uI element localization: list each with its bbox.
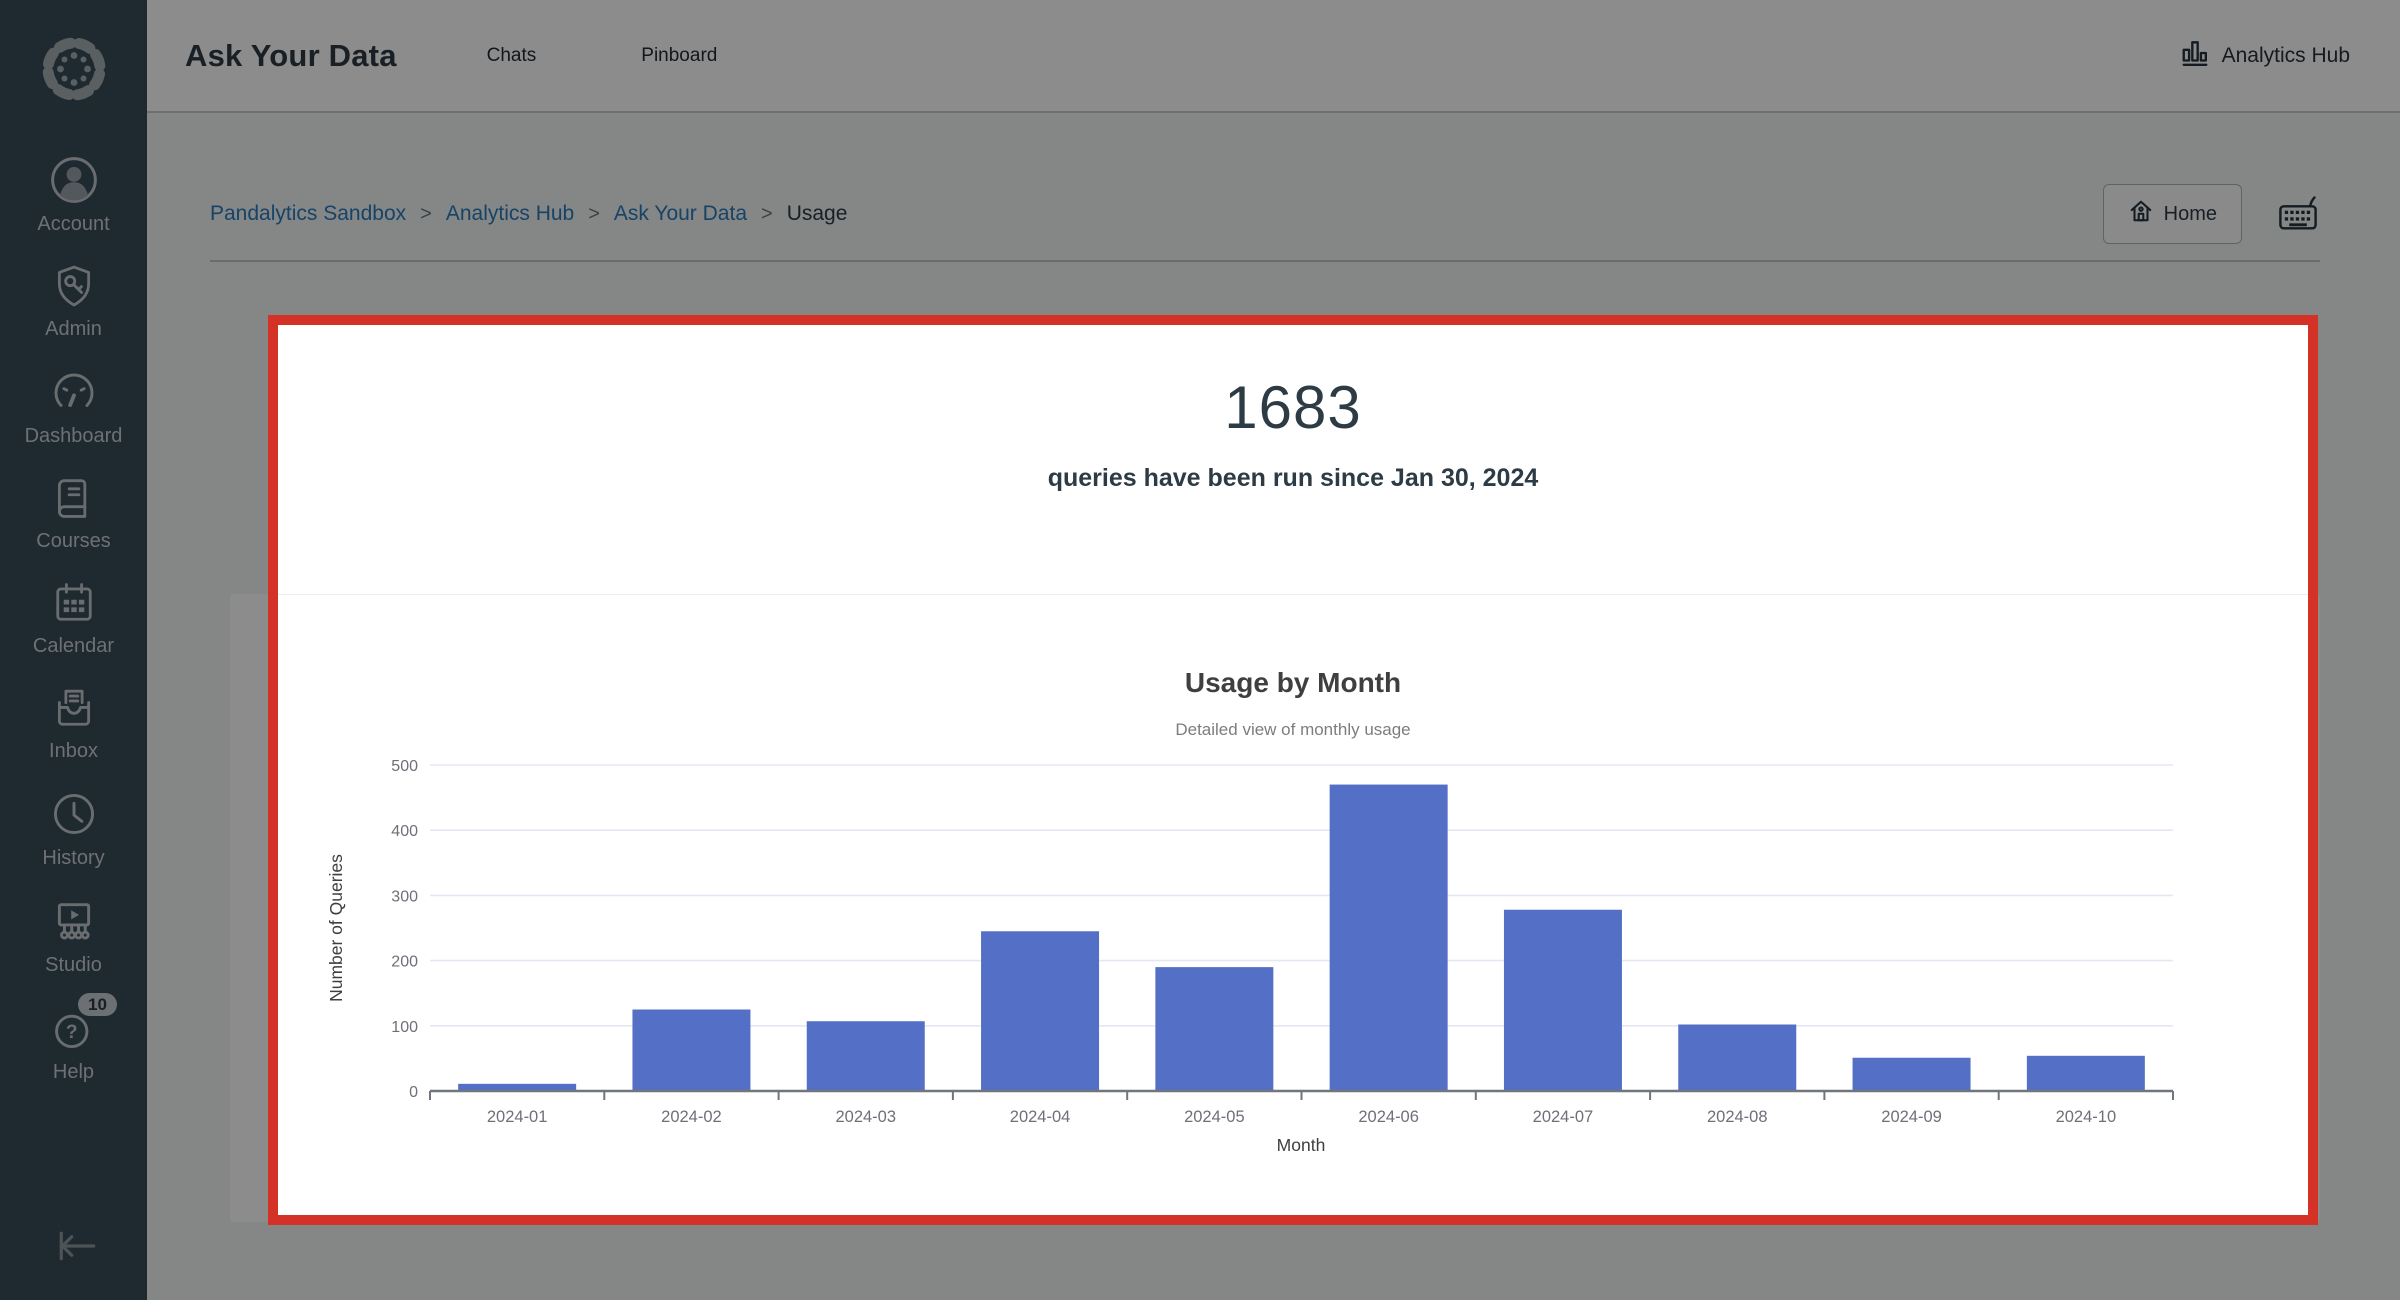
bar-2024-08 (1678, 1024, 1796, 1091)
y-tick-label: 0 (409, 1084, 418, 1101)
y-tick-label: 500 (391, 758, 418, 775)
usage-chart-section: Usage by Month Detailed view of monthly … (278, 594, 2308, 1152)
y-tick-label: 100 (391, 1019, 418, 1036)
x-tick-label: 2024-02 (661, 1108, 722, 1126)
x-tick-label: 2024-05 (1184, 1108, 1245, 1126)
x-tick-label: 2024-10 (2056, 1108, 2117, 1126)
chart-plot: 0 100 200 300 400 500 2024-01 2024-02 2024-03 202… (391, 758, 2173, 1126)
x-tick-label: 2024-03 (835, 1108, 896, 1126)
bar-2024-04 (981, 931, 1099, 1091)
x-tick-label: 2024-07 (1533, 1108, 1594, 1126)
y-tick-label: 300 (391, 888, 418, 905)
kpi-block: 1683 queries have been run since Jan 30,… (278, 373, 2308, 493)
x-tick-label: 2024-01 (487, 1108, 548, 1126)
chart-title: Usage by Month (1185, 667, 1401, 698)
bar-2024-05 (1155, 967, 1273, 1091)
bar-2024-10 (2027, 1056, 2145, 1091)
y-tick-label: 200 (391, 954, 418, 971)
y-tick-label: 400 (391, 823, 418, 840)
bar-2024-09 (1853, 1058, 1971, 1091)
kpi-caption: queries have been run since Jan 30, 2024 (278, 464, 2308, 493)
bar-2024-06 (1330, 785, 1448, 1091)
usage-by-month-chart: Usage by Month Detailed view of monthly … (278, 595, 2308, 1152)
highlighted-usage-card: 1683 queries have been run since Jan 30,… (268, 315, 2318, 1225)
bar-2024-03 (807, 1021, 925, 1091)
bar-2024-02 (632, 1010, 750, 1092)
x-tick-label: 2024-04 (1010, 1108, 1071, 1126)
x-tick-label: 2024-08 (1707, 1108, 1768, 1126)
x-axis-title: Month (1277, 1135, 1326, 1152)
kpi-value: 1683 (278, 373, 2308, 442)
x-tick-label: 2024-06 (1358, 1108, 1419, 1126)
chart-subtitle: Detailed view of monthly usage (1175, 720, 1410, 739)
y-axis-title: Number of Queries (326, 854, 346, 1002)
x-tick-label: 2024-09 (1881, 1108, 1942, 1126)
bar-2024-07 (1504, 910, 1622, 1091)
